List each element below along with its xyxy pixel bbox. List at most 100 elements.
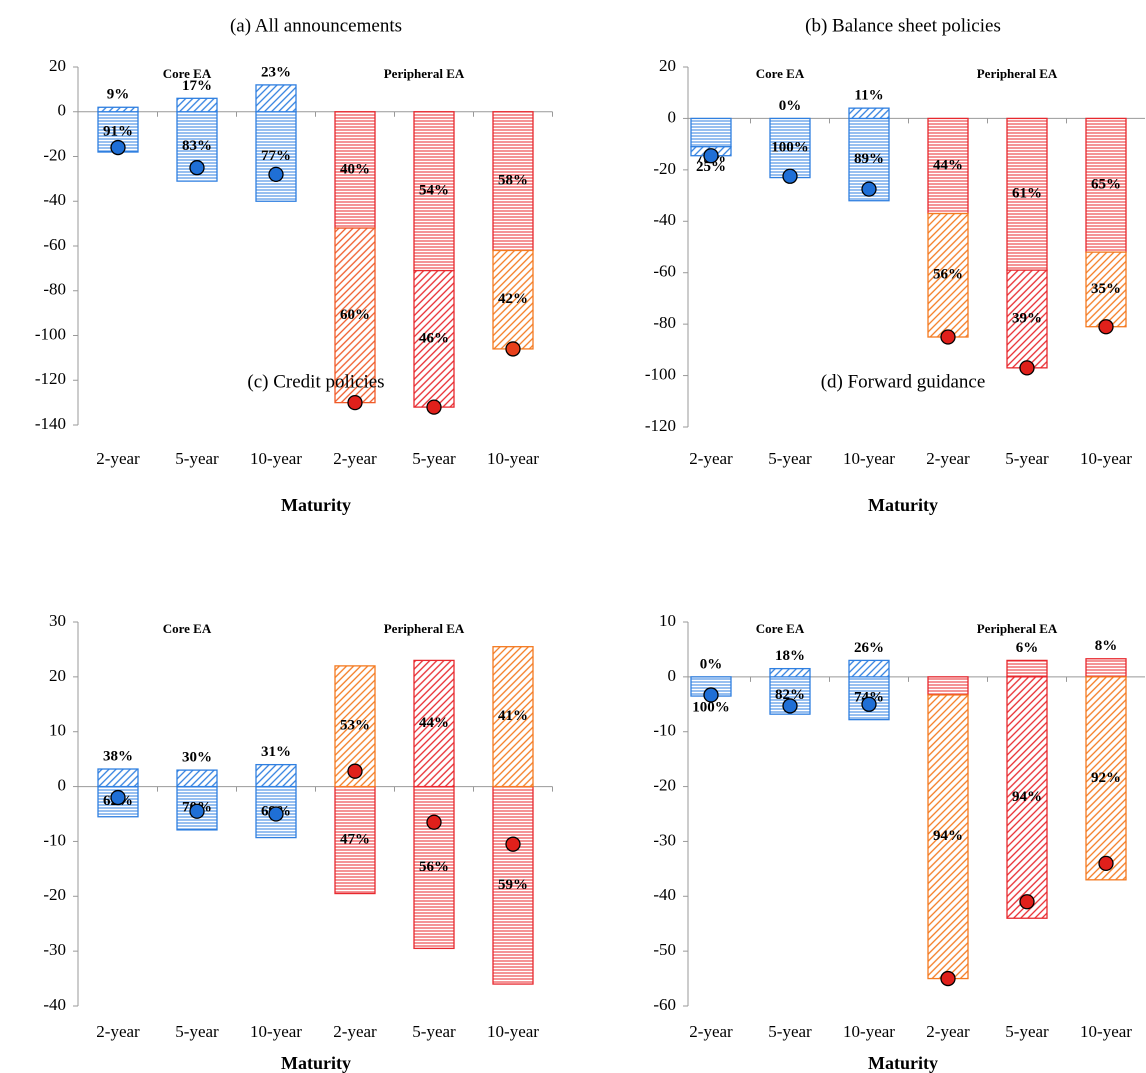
bar-segment <box>1006 659 1048 678</box>
share-label: 8% <box>1095 638 1118 654</box>
y-tick-label: -100 <box>35 324 66 343</box>
total-dot <box>268 166 284 183</box>
share-label: 65% <box>1091 177 1121 193</box>
bar-segment <box>255 111 297 202</box>
y-tick-label: -20 <box>653 775 676 794</box>
total-dot <box>1019 894 1035 910</box>
bar-segment <box>769 667 811 678</box>
x-tick-label: 10-year <box>487 1022 539 1041</box>
total-dot <box>1098 319 1114 335</box>
total-dot <box>347 763 363 779</box>
x-tick-label: 2-year <box>333 1022 377 1041</box>
share-label: 53% <box>340 718 370 734</box>
y-tick-label: -40 <box>653 210 676 229</box>
bar-segment <box>176 769 218 788</box>
y-tick-label: -60 <box>653 262 676 281</box>
x-tick-label: 10-year <box>250 449 302 468</box>
bar-segment <box>97 768 139 788</box>
total-dot <box>1019 360 1035 376</box>
x-tick-label: 10-year <box>250 1022 302 1041</box>
y-tick-label: -40 <box>653 885 676 904</box>
total-dot <box>703 148 719 164</box>
total-dot <box>940 970 956 987</box>
y-tick-label: 0 <box>58 101 67 120</box>
total-dot <box>782 698 798 714</box>
x-tick-label: 5-year <box>768 1022 812 1041</box>
share-label: 56% <box>933 267 963 283</box>
group-label: Peripheral EA <box>977 621 1058 636</box>
y-tick-label: -40 <box>43 995 66 1014</box>
x-tick-label: 5-year <box>412 1022 456 1041</box>
bar-segment <box>1085 251 1127 328</box>
share-label: 31% <box>261 744 291 760</box>
chart-title: (b) Balance sheet policies <box>805 15 1001 36</box>
x-tick-label: 5-year <box>1005 449 1049 468</box>
y-tick-label: -120 <box>35 369 66 388</box>
y-tick-label: -80 <box>653 313 676 332</box>
total-dot <box>505 341 521 357</box>
total-dot <box>703 687 719 703</box>
x-axis-label: Maturity <box>868 495 938 515</box>
y-tick-label: -80 <box>43 280 66 299</box>
bar-segment <box>413 659 455 788</box>
share-label: 59% <box>498 877 528 893</box>
bar-segment <box>1006 676 1048 919</box>
share-label: 56% <box>419 859 449 875</box>
x-tick-label: 2-year <box>926 449 970 468</box>
bar-segment <box>176 785 218 831</box>
y-tick-label: -10 <box>653 721 676 740</box>
group-label: Core EA <box>163 66 212 81</box>
share-label: 54% <box>419 183 449 199</box>
share-label: 58% <box>498 173 528 189</box>
share-label: 44% <box>419 715 449 731</box>
x-tick-label: 10-year <box>843 449 895 468</box>
x-tick-label: 10-year <box>1080 449 1132 468</box>
x-tick-label: 10-year <box>487 449 539 468</box>
total-dot <box>1098 855 1114 872</box>
total-dot <box>861 181 877 197</box>
bar-segment <box>334 785 376 895</box>
x-tick-label: 2-year <box>689 449 733 468</box>
share-label: 60% <box>340 307 370 323</box>
share-label: 82% <box>775 687 805 703</box>
bar-segment <box>927 676 969 696</box>
bar-segment <box>255 84 297 113</box>
share-label: 35% <box>1091 281 1121 297</box>
bar-segment <box>1006 269 1048 369</box>
y-tick-label: -140 <box>35 414 66 433</box>
y-tick-label: -20 <box>43 145 66 164</box>
bar-segment <box>413 785 455 950</box>
chart-title: (c) Credit policies <box>247 371 384 392</box>
bar-segment <box>413 269 455 408</box>
y-tick-label: -60 <box>43 235 66 254</box>
group-label: Core EA <box>163 621 212 636</box>
x-tick-label: 5-year <box>175 1022 219 1041</box>
y-tick-label: -100 <box>645 364 676 383</box>
share-label: 0% <box>779 98 802 114</box>
x-tick-label: 5-year <box>1005 1022 1049 1041</box>
share-label: 61% <box>1012 186 1042 202</box>
x-tick-label: 5-year <box>175 449 219 468</box>
y-tick-label: 0 <box>668 107 677 126</box>
y-tick-label: -120 <box>645 416 676 435</box>
x-tick-label: 5-year <box>768 449 812 468</box>
share-label: 38% <box>103 748 133 764</box>
y-tick-label: 0 <box>668 666 677 685</box>
share-label: 94% <box>1012 789 1042 805</box>
total-dot <box>426 814 442 830</box>
share-label: 0% <box>700 656 723 672</box>
share-label: 83% <box>182 138 212 154</box>
total-dot <box>940 329 956 345</box>
share-label: 47% <box>340 831 370 847</box>
x-tick-label: 5-year <box>412 449 456 468</box>
bar-segment <box>927 117 969 215</box>
y-tick-label: -50 <box>653 940 676 959</box>
share-label: 46% <box>419 330 449 346</box>
y-tick-label: -20 <box>653 159 676 178</box>
x-tick-label: 2-year <box>96 449 140 468</box>
y-tick-label: 10 <box>49 721 66 740</box>
share-label: 92% <box>1091 770 1121 786</box>
bar-segment <box>1085 117 1127 253</box>
y-tick-label: 20 <box>49 56 66 75</box>
